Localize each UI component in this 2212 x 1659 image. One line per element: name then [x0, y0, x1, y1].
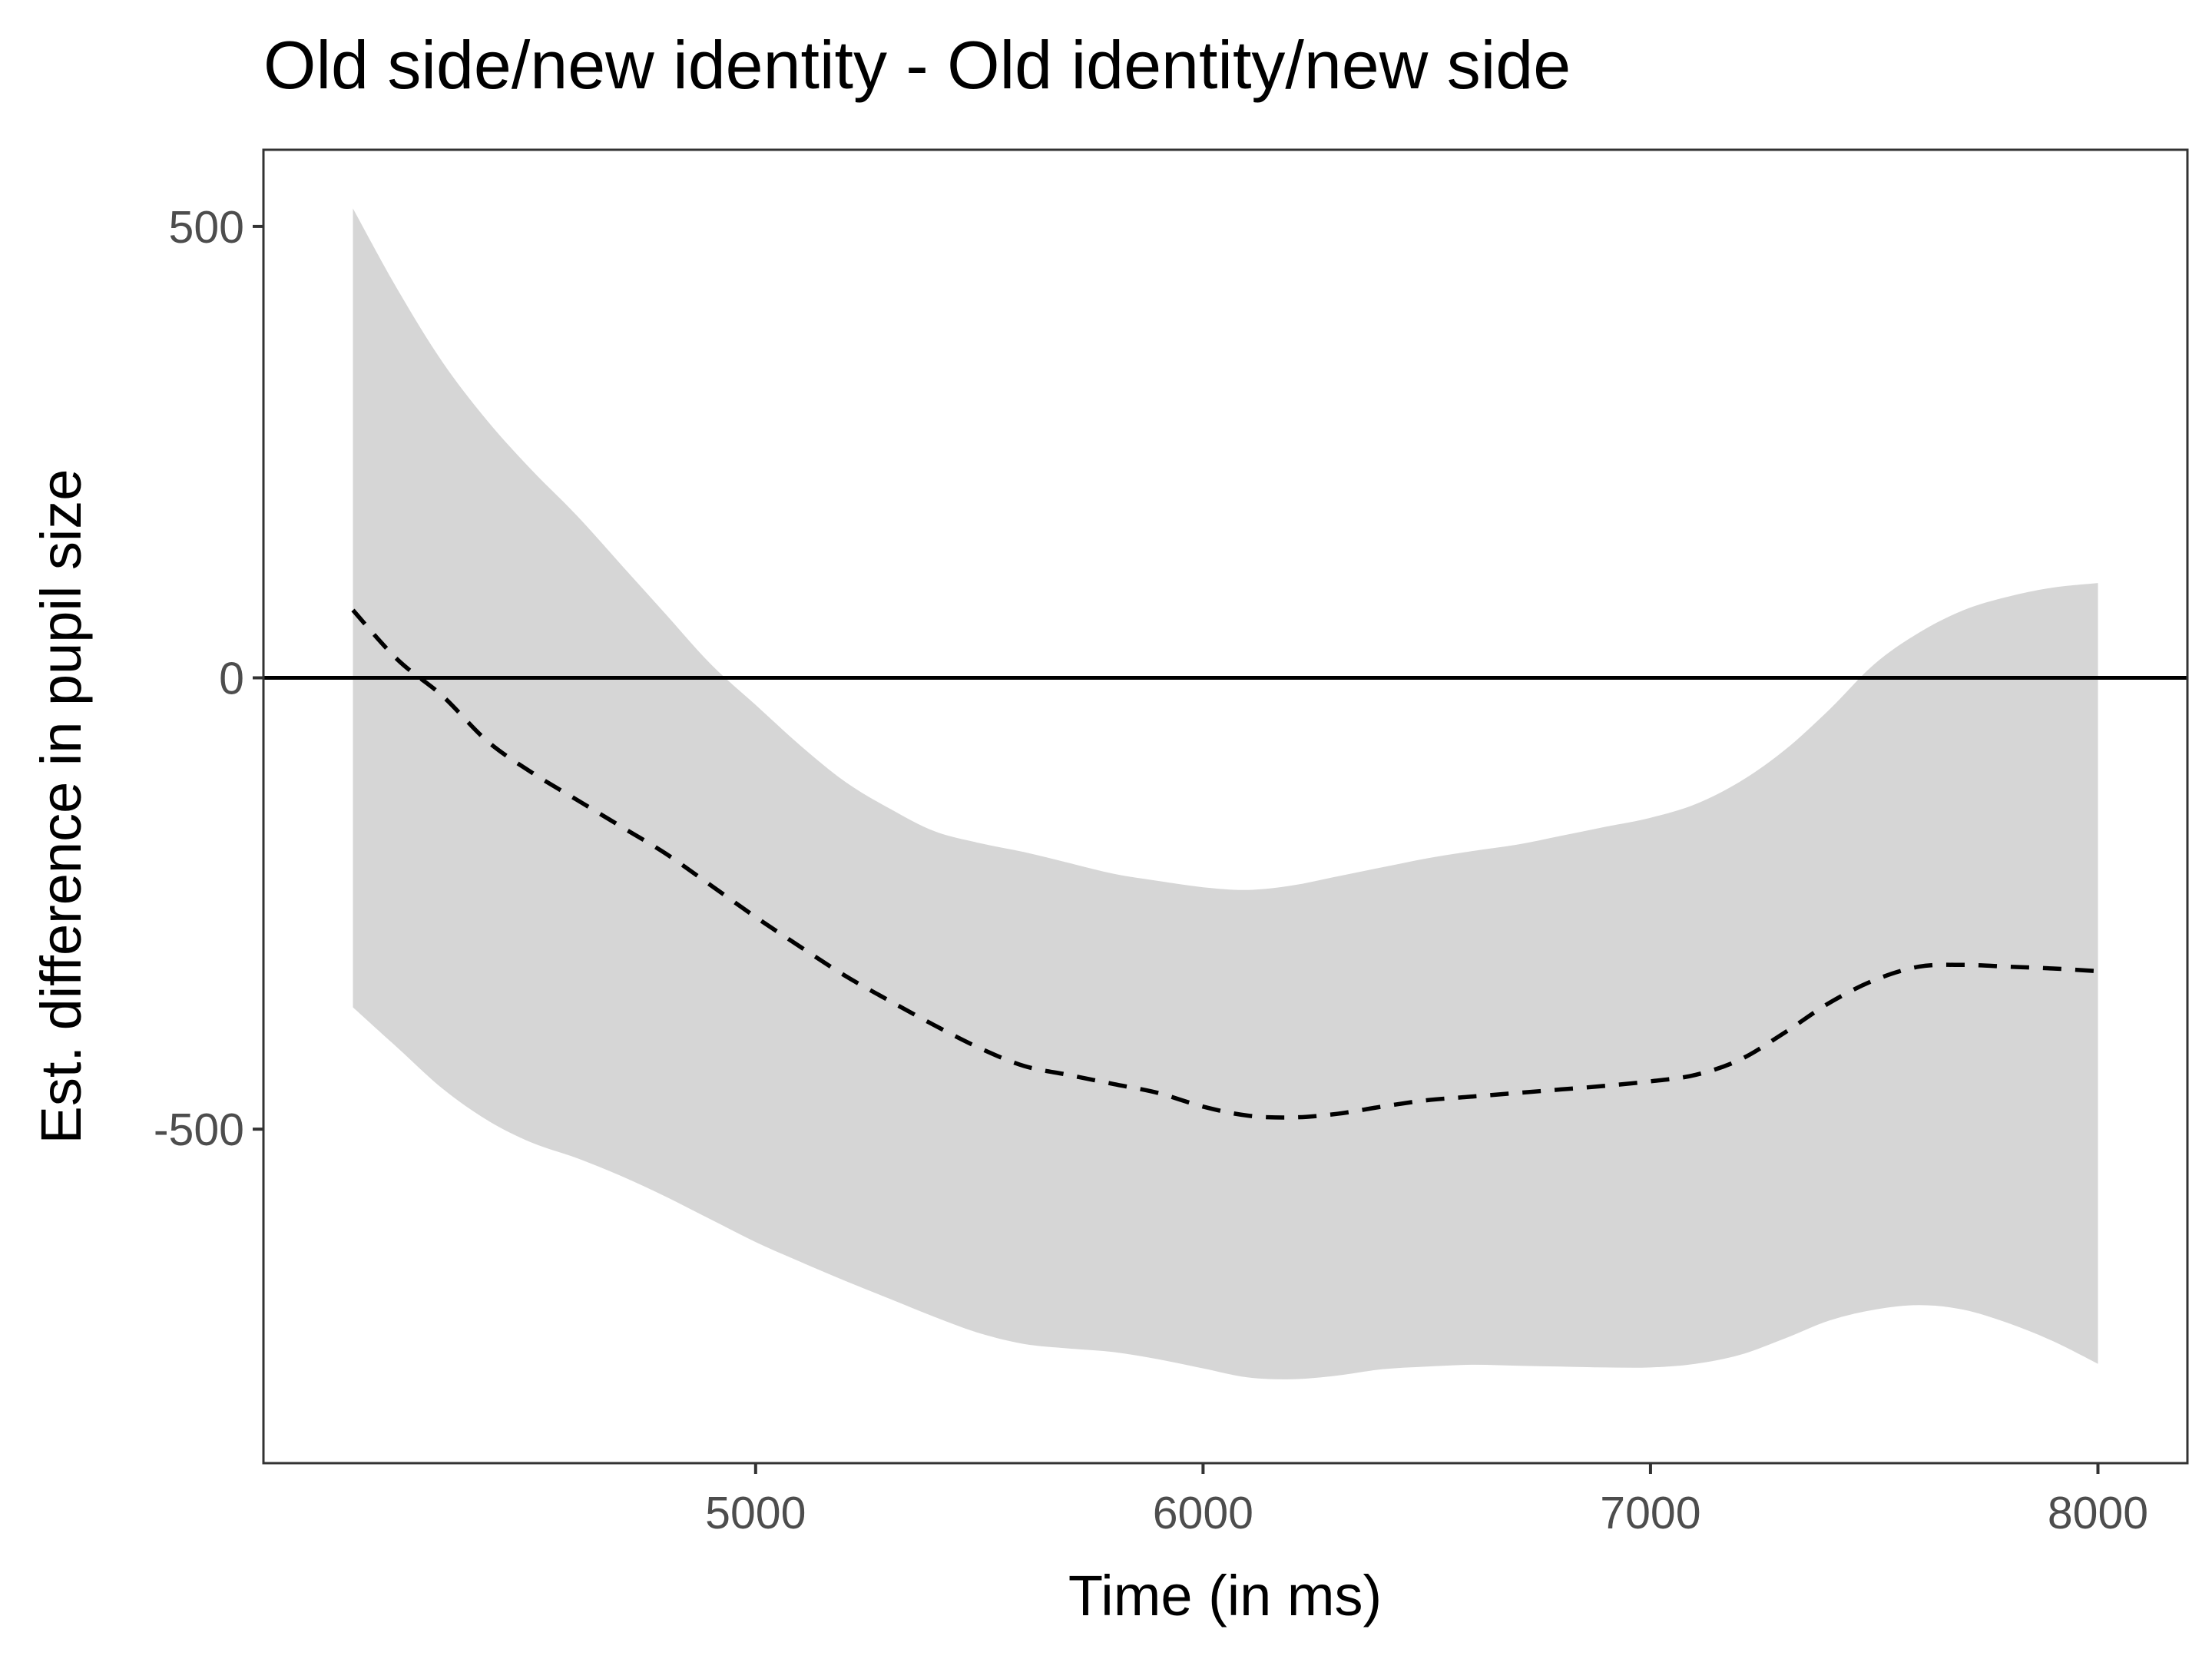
y-axis-title: Est. difference in pupil size	[29, 469, 93, 1144]
estimate-line	[351, 608, 2098, 1120]
x-tick-label: 8000	[2048, 1488, 2148, 1538]
plot-area	[263, 208, 2187, 1379]
x-axis-title: Time (in ms)	[1068, 1564, 1382, 1628]
confidence-band	[353, 208, 2098, 1379]
x-tick-label: 7000	[1600, 1488, 1700, 1538]
x-tick-label: 5000	[705, 1488, 806, 1538]
x-tick-label: 6000	[1153, 1488, 1253, 1538]
y-tick-label: 500	[169, 202, 244, 253]
y-tick-label: -500	[154, 1104, 244, 1155]
panel-border	[262, 148, 2189, 1465]
chart-title: Old side/new identity - Old identity/new…	[263, 27, 1571, 103]
y-tick-label: 0	[219, 654, 244, 704]
